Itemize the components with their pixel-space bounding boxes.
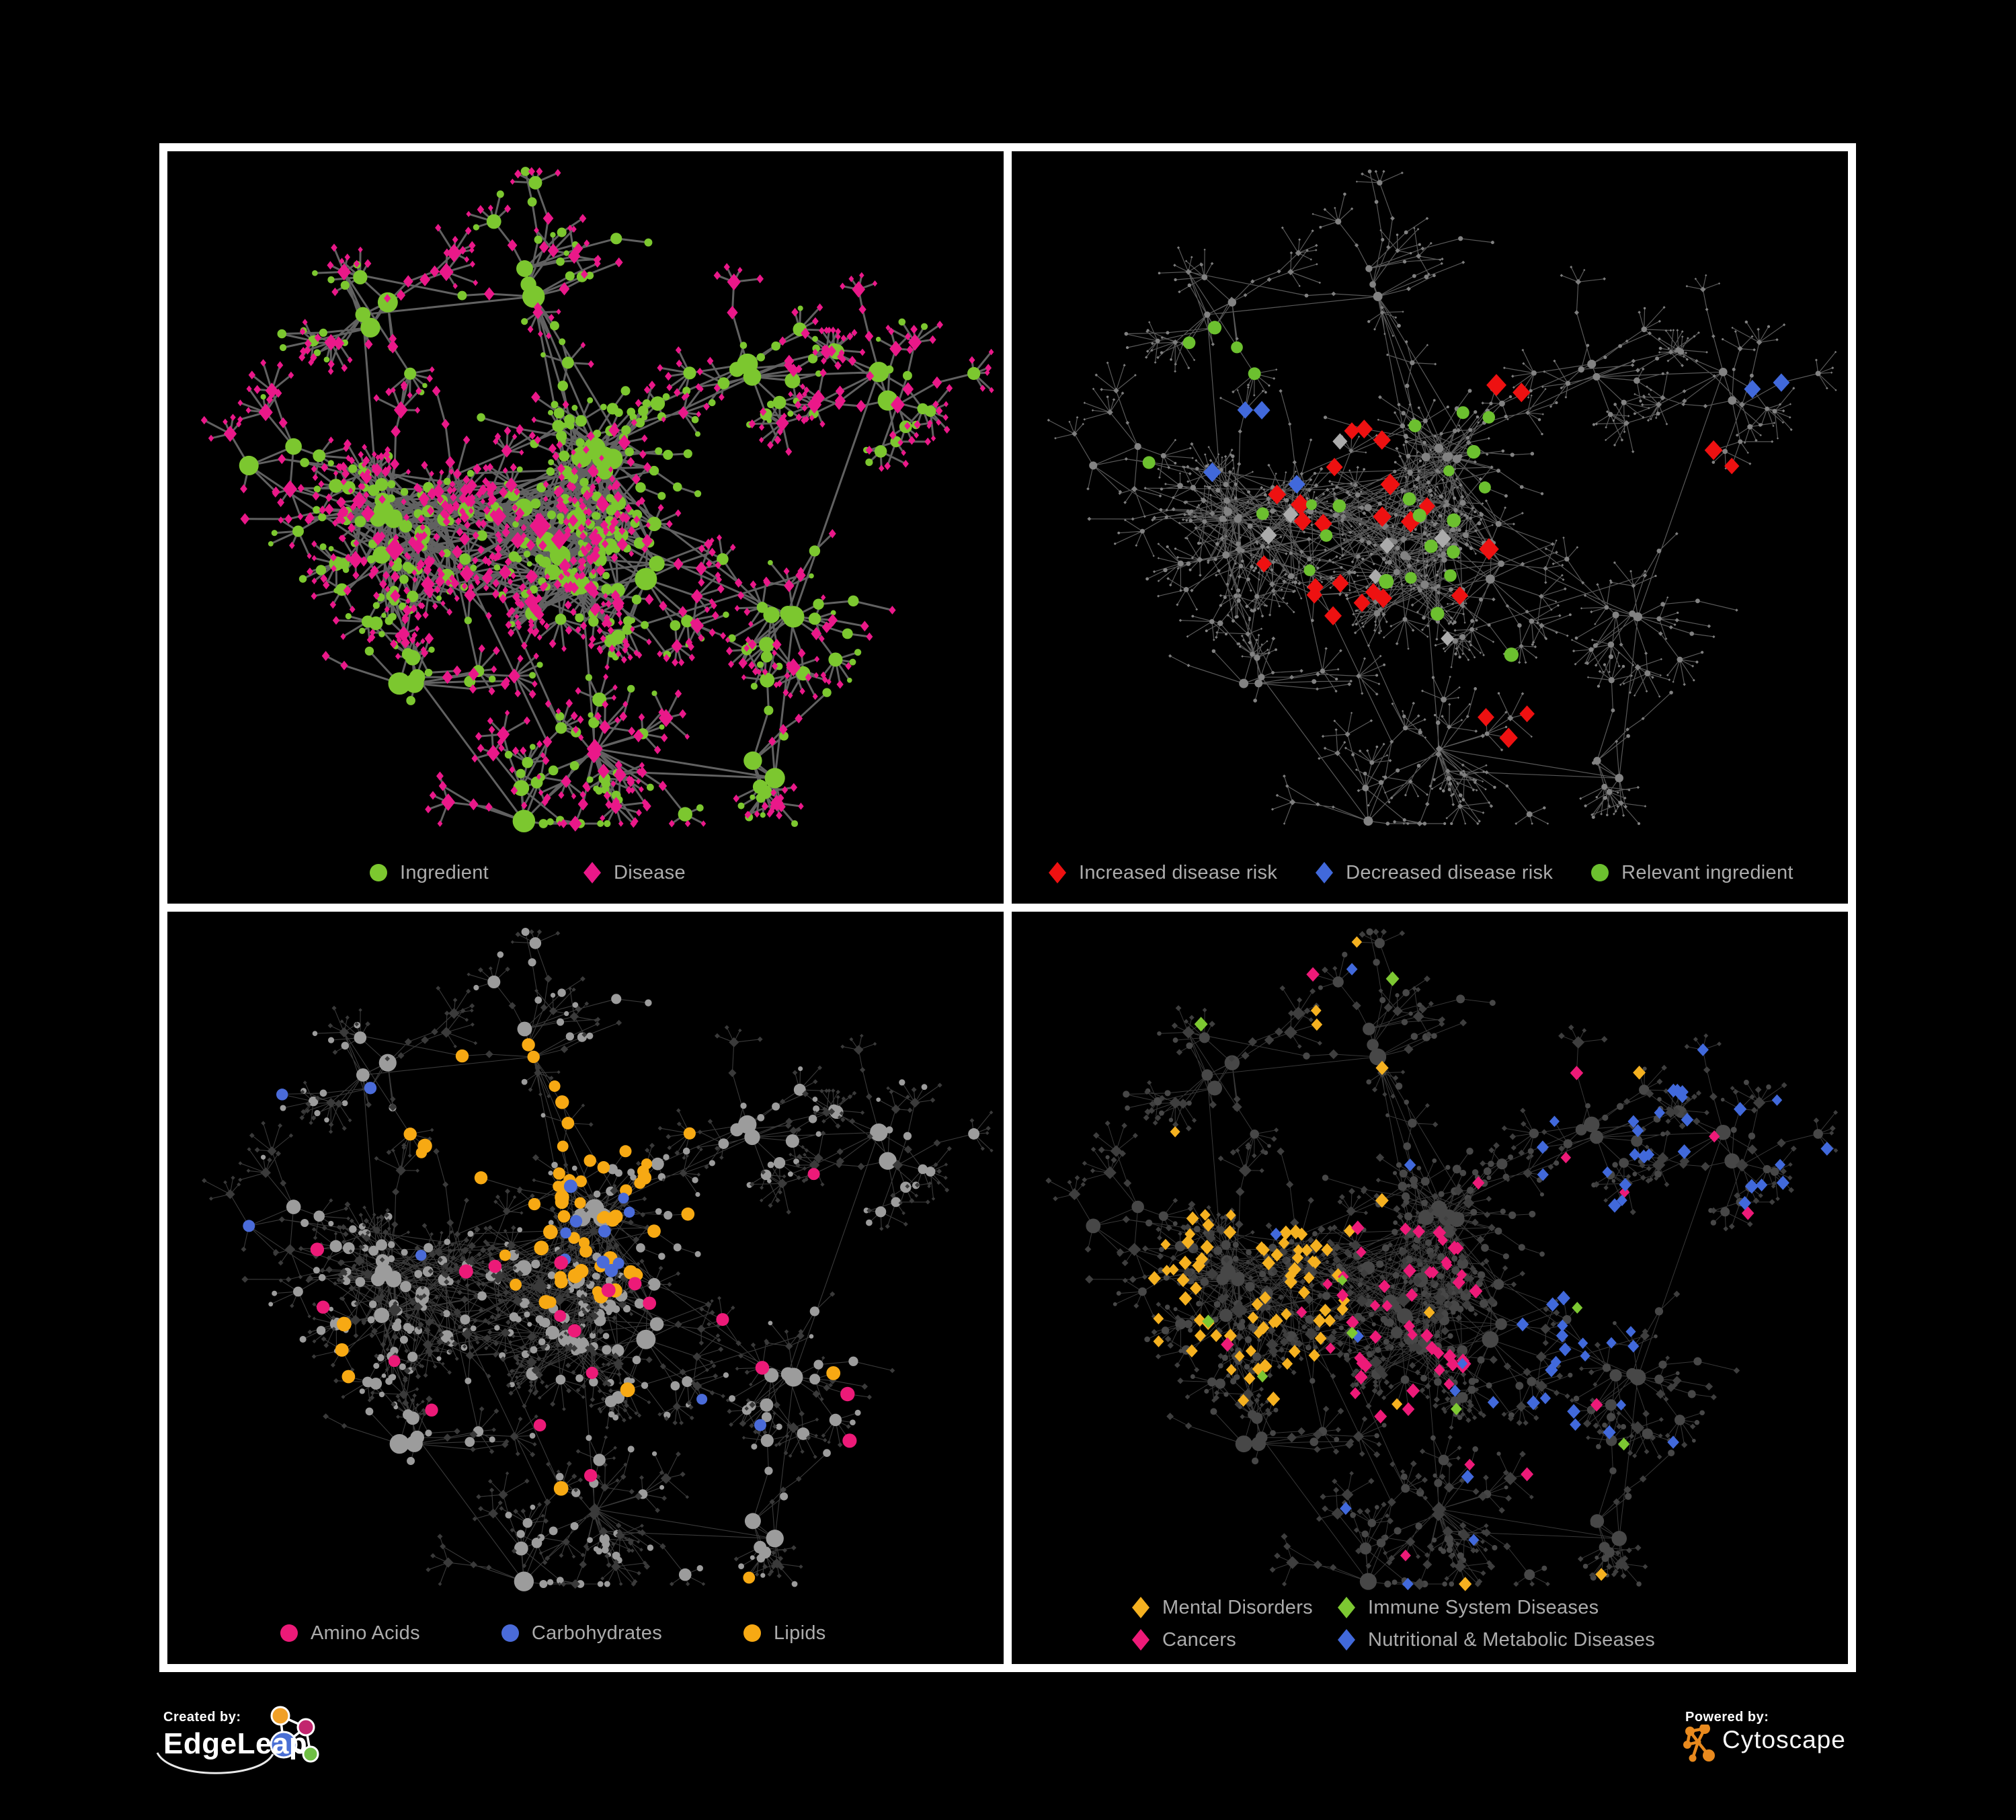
panel-grid: Ingredient Disease Increased disease risk… <box>159 143 1856 1672</box>
overlay-layer-nutritional-metabolic <box>1270 963 1834 1591</box>
edgeleap-logo <box>156 1706 319 1774</box>
legend-marker-diamond-icon <box>1132 1629 1150 1651</box>
legend-item: Increased disease risk <box>1048 861 1277 885</box>
cytoscape-logo-nodes <box>1683 1725 1715 1762</box>
legend-item: Relevant ingredient <box>1590 861 1793 885</box>
legend-label: Increased disease risk <box>1079 861 1278 883</box>
edges-layer <box>1048 171 1837 824</box>
legend-label: Relevant ingredient <box>1621 861 1793 883</box>
created-by-label: Created by: <box>163 1710 241 1725</box>
panel-disease-classes: Mental Disorders Immune System Diseases Ca… <box>1012 912 1848 1664</box>
disease-classes-network <box>1045 928 1839 1591</box>
ingredient-classes-network <box>202 927 994 1591</box>
edgeleap-swoosh <box>156 1752 274 1774</box>
legend-label: Cancers <box>1162 1628 1237 1651</box>
edgeleap-node-pink <box>296 1718 315 1737</box>
edgeleap-node-green <box>302 1745 319 1763</box>
legend-marker-circle-icon <box>743 1624 761 1642</box>
legend-item: Ingredient <box>369 861 489 885</box>
legend-marker-circle-icon <box>501 1624 519 1642</box>
legend-marker-diamond-icon <box>1316 862 1334 883</box>
legend-marker-diamond-icon <box>1338 1597 1355 1618</box>
ingredient-disease-network <box>200 167 994 832</box>
legend-label: Ingredient <box>400 861 489 883</box>
legend-label: Carbohydrates <box>531 1622 662 1644</box>
nodes-layer-dis <box>202 929 994 1589</box>
legend-item: Carbohydrates <box>501 1621 662 1645</box>
legend-disease-classes: Mental Disorders Immune System Diseases Ca… <box>1131 1595 1655 1652</box>
nodes-layer-ing <box>1089 169 1821 826</box>
legend-item: Lipids <box>743 1621 826 1645</box>
legend-item: Cancers <box>1131 1628 1313 1652</box>
legend-item: Mental Disorders <box>1131 1595 1313 1620</box>
legend-marker-circle-icon <box>370 864 387 881</box>
powered-by-block: Powered by: Cytoscape <box>1681 1704 1896 1785</box>
legend-label: Lipids <box>774 1622 826 1644</box>
panel-disease-risk: Increased disease risk Decreased disease … <box>1012 151 1848 904</box>
legend-marker-circle-icon <box>1591 864 1609 881</box>
legend-marker-diamond-icon <box>583 862 601 883</box>
legend-item: Nutritional & Metabolic Diseases <box>1337 1628 1655 1652</box>
panel-ingredient-disease: Ingredient Disease <box>167 151 1004 904</box>
legend-item: Disease <box>583 861 686 885</box>
legend-label: Decreased disease risk <box>1346 861 1554 883</box>
legend-label: Mental Disorders <box>1162 1596 1313 1618</box>
powered-by-label: Powered by: <box>1685 1710 1769 1725</box>
legend-ingredient-disease: Ingredient Disease <box>369 861 686 885</box>
nodes-layer-dis <box>1045 928 1839 1590</box>
legend-marker-diamond-icon <box>1338 1629 1355 1651</box>
legend-label: Immune System Diseases <box>1368 1596 1599 1618</box>
cytoscape-wordmark: Cytoscape <box>1722 1726 1846 1753</box>
disease-risk-network <box>1047 169 1837 827</box>
legend-disease-risk: Increased disease risk Decreased disease … <box>1048 861 1793 885</box>
edgeleap-node-orange <box>270 1706 290 1726</box>
nodes-layer-dis <box>200 167 994 832</box>
legend-marker-diamond-icon <box>1132 1597 1150 1618</box>
legend-label: Amino Acids <box>311 1622 420 1644</box>
nodes-layer-ing <box>1086 928 1823 1590</box>
edgeleap-node-blue <box>270 1731 298 1759</box>
legend-item: Decreased disease risk <box>1315 861 1553 885</box>
legend-label: Disease <box>614 861 686 883</box>
cytoscape-logo <box>1683 1725 1715 1762</box>
legend-marker-diamond-icon <box>1049 862 1066 883</box>
edgeleap-wordmark: EdgeLeap <box>163 1727 308 1760</box>
legend-label: Nutritional & Metabolic Diseases <box>1368 1628 1656 1651</box>
created-by-block: Created by: EdgeLeap <box>155 1704 356 1805</box>
legend-item: Amino Acids <box>280 1621 420 1645</box>
nodes-layer-ing <box>239 167 981 832</box>
panel-ingredient-classes: Amino Acids Carbohydrates Lipids <box>167 912 1004 1664</box>
legend-marker-circle-icon <box>280 1624 298 1642</box>
legend-ingredient-classes: Amino Acids Carbohydrates Lipids <box>280 1621 826 1645</box>
nodes-layer-ing <box>261 927 980 1591</box>
legend-item: Immune System Diseases <box>1337 1595 1655 1620</box>
